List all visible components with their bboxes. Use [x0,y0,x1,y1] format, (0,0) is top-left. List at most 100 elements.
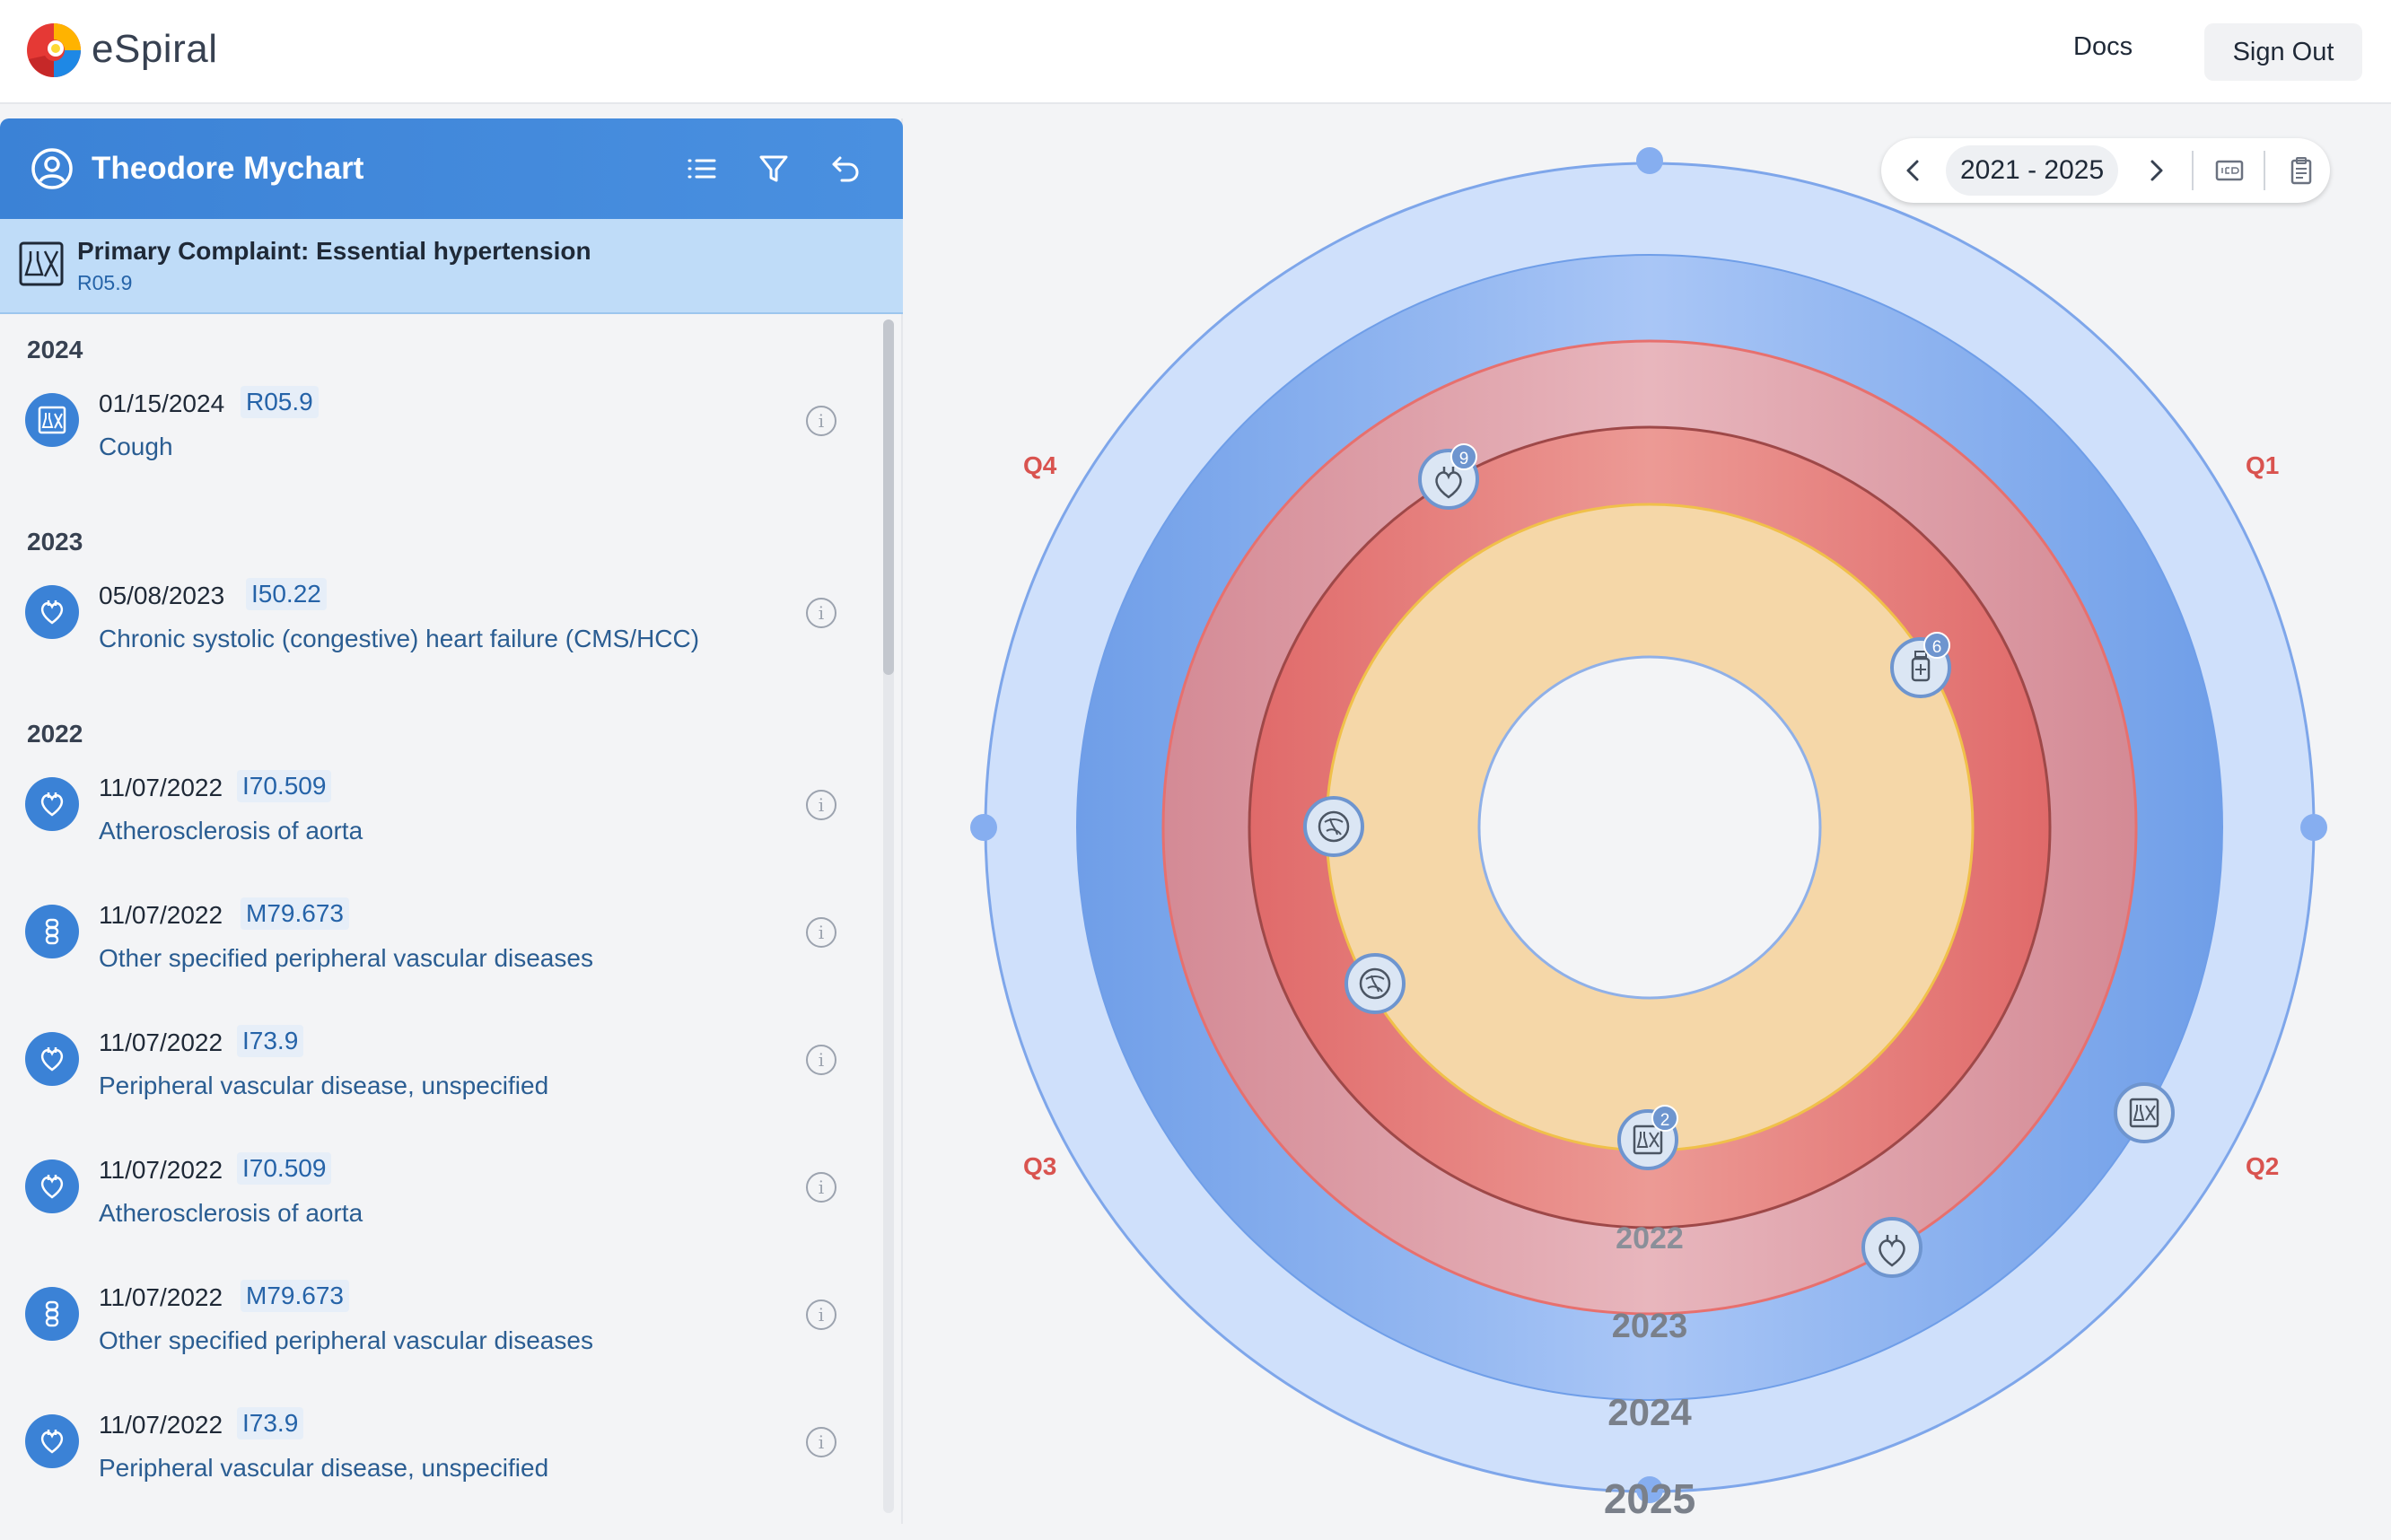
entry-description: Atherosclerosis of aorta [99,817,363,844]
entry-code: I70.509 [237,770,332,802]
entry-code: M79.673 [241,1280,349,1312]
clipboard-icon [2290,157,2312,185]
undo-button[interactable] [822,145,869,192]
entry-code: I50.22 [246,578,327,610]
spiral-marker[interactable]: 9 [1418,443,1479,510]
list-item[interactable]: 11/07/2022 I73.9 Peripheral vascular dis… [0,1016,876,1124]
entry-date: 11/07/2022 [99,774,223,801]
heart-icon [25,777,79,831]
list-icon [688,159,716,179]
sign-out-button[interactable]: Sign Out [2204,23,2362,81]
list-scrollbar[interactable] [883,319,894,1513]
list-item[interactable]: 11/07/2022 I70.509 Atherosclerosis of ao… [0,761,876,869]
heart-icon [25,1414,79,1468]
entry-code: R05.9 [241,386,319,418]
year-range-selector[interactable]: 2021 - 2025 [1946,145,2119,196]
spiral-marker[interactable] [2114,1082,2175,1143]
list-item[interactable]: 11/07/2022 M79.673 Other specified perip… [0,888,876,996]
info-icon[interactable]: i [806,1045,836,1075]
list-item[interactable]: 11/07/2022 I70.509 Atherosclerosis of ao… [0,1143,876,1251]
lab-report-icon [1633,1124,1663,1155]
lungs-icon [1318,810,1350,843]
info-icon[interactable]: i [806,1427,836,1457]
docs-link[interactable]: Docs [2073,32,2133,61]
heart-icon [25,585,79,639]
spiral-timeline[interactable]: Q1 Q2 Q3 Q4 2022 2023 2024 2025 9 6 2 [903,104,2391,1540]
entry-code: I73.9 [237,1025,304,1057]
entry-description: Peripheral vascular disease, unspecified [99,1072,549,1099]
icd-codes-button[interactable] [2210,151,2249,190]
filter-icon [759,155,788,182]
user-circle-icon [31,148,73,189]
handle-left[interactable] [970,814,997,841]
info-icon[interactable]: i [806,1299,836,1330]
spiral-marker[interactable] [1344,953,1406,1014]
patient-name: Theodore Mychart [92,151,364,186]
ring-center [1477,655,1822,1000]
entry-code: M79.673 [241,897,349,930]
year-header: 2022 [27,720,83,748]
list-item[interactable]: 01/15/2024 R05.9 Cough i [0,377,876,485]
lab-report-icon [25,393,79,447]
top-bar: eSpiral Docs Sign Out [0,0,2391,104]
info-icon[interactable]: i [806,598,836,628]
entry-date: 11/07/2022 [99,1156,223,1184]
entry-description: Atherosclerosis of aorta [99,1199,363,1227]
list-item[interactable]: 11/07/2022 I73.9 Peripheral vascular dis… [0,1398,876,1506]
info-icon[interactable]: i [806,406,836,436]
espiral-logo-icon [27,23,81,77]
ring-year-label: 2024 [1607,1391,1692,1433]
diagnosis-history-list[interactable]: 2024 01/15/2024 R05.9 Cough i 2023 05/08… [0,316,876,1524]
entry-description: Other specified peripheral vascular dise… [99,944,593,972]
handle-bottom[interactable] [1636,1476,1663,1503]
entry-date: 11/07/2022 [99,901,223,929]
ring-year-label: 2025 [1604,1475,1695,1522]
ring-year-label: 2023 [1612,1308,1688,1345]
list-item[interactable]: 05/08/2023 I50.22 Chronic systolic (cong… [0,569,876,677]
list-item[interactable]: 11/07/2022 M79.673 Other specified perip… [0,1271,876,1378]
year-header: 2023 [27,528,83,556]
previous-range-button[interactable] [1894,151,1933,190]
clipboard-button[interactable] [2282,151,2321,190]
primary-complaint[interactable]: Primary Complaint: Essential hypertensio… [0,219,903,314]
spiral-marker[interactable]: 6 [1890,632,1951,698]
info-icon[interactable]: i [806,917,836,948]
divider [2264,151,2265,190]
chevron-right-icon [2150,160,2163,181]
lab-report-icon [2129,1098,2159,1128]
heart-icon [1879,1235,1905,1267]
next-range-button[interactable] [2136,151,2176,190]
year-header: 2024 [27,336,83,363]
ring-year-label: 2022 [1616,1221,1684,1256]
entry-code: I70.509 [237,1152,332,1185]
vessel-icon [25,1287,79,1341]
handle-right[interactable] [2300,814,2327,841]
year-range-navigator: 2021 - 2025 [1881,138,2330,203]
spiral-marker[interactable] [1303,796,1364,857]
heart-icon [25,1159,79,1213]
patient-panel: Theodore Mychart Pr [0,118,903,1524]
spiral-marker[interactable] [1861,1217,1922,1278]
primary-complaint-label: Primary Complaint: Essential hypertensio… [77,237,591,265]
info-icon[interactable]: i [806,1172,836,1203]
info-icon[interactable]: i [806,790,836,820]
filter-button[interactable] [750,145,797,192]
quadrant-label: Q4 [1023,451,1057,479]
spiral-marker[interactable]: 2 [1617,1105,1678,1170]
handle-top[interactable] [1636,147,1663,174]
entry-description: Other specified peripheral vascular dise… [99,1326,593,1354]
patient-header: Theodore Mychart [0,118,903,219]
entry-date: 11/07/2022 [99,1411,223,1439]
primary-complaint-code: R05.9 [77,271,133,294]
lungs-icon [1359,967,1391,1000]
lab-report-icon [19,241,64,286]
quadrant-label: Q2 [2246,1152,2279,1180]
scroll-thumb[interactable] [883,319,894,675]
entry-date: 11/07/2022 [99,1028,223,1056]
chevron-left-icon [1906,160,1919,181]
list-view-button[interactable] [679,145,725,192]
quadrant-label: Q3 [1023,1152,1056,1180]
marker-badge: 9 [1459,450,1469,468]
vessel-icon [25,905,79,958]
marker-badge: 6 [1932,638,1942,657]
